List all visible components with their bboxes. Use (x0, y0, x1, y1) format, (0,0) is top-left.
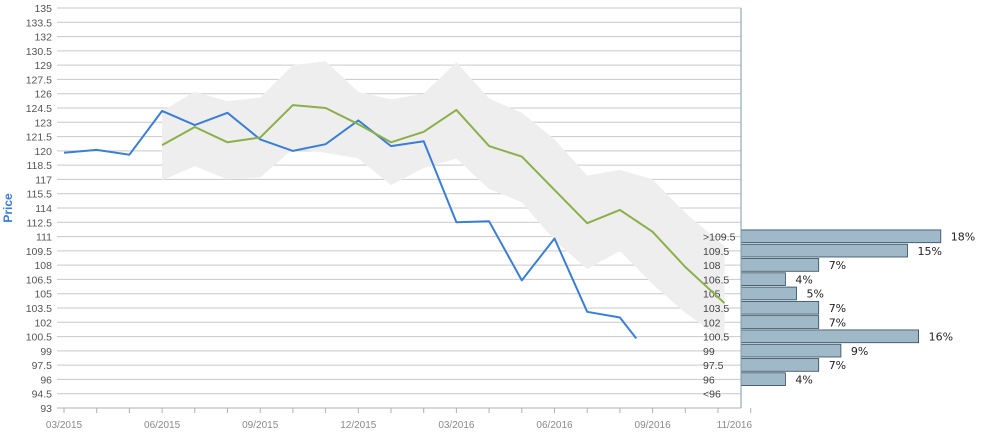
distribution-bucket-label: 105 (703, 289, 721, 301)
x-tick-label: 09/2016 (635, 420, 672, 431)
y-tick-label: 103.5 (26, 303, 52, 315)
distribution-percent-label: 5% (807, 288, 824, 301)
y-tick-label: 117 (35, 174, 52, 186)
distribution-percent-label: 16% (929, 331, 953, 344)
distribution-bar (740, 243, 908, 258)
y-tick-label: 135 (34, 3, 52, 15)
x-tick-label: 03/2015 (46, 420, 83, 431)
y-tick-label: 93 (40, 403, 52, 415)
y-tick-label: 124.5 (26, 103, 52, 115)
distribution-percent-label: 4% (795, 373, 812, 386)
axis-labels: 135 133.5 132 130.5 129 127.5 126 124.5 123 121.5… (26, 3, 753, 431)
forecast-band (162, 61, 725, 342)
series-lines (63, 104, 726, 340)
y-tick-label: 132 (34, 32, 52, 44)
y-tick-label: 112.5 (27, 217, 53, 229)
distribution-bucket-label: 100.5 (703, 332, 729, 344)
y-tick-label: 109.5 (26, 246, 52, 258)
distribution-bar (740, 258, 820, 272)
y-tick-label: 129 (34, 60, 52, 72)
y-tick-label: 114 (35, 203, 52, 215)
distribution-percent-label: 9% (851, 345, 868, 358)
distribution-percent-label: 4% (795, 273, 812, 286)
distribution-bucket-label: >109.5 (703, 232, 736, 244)
distribution-bar (740, 300, 820, 315)
distribution-bucket-label: 99 (703, 346, 715, 358)
distribution-bucket-label: 97.5 (703, 360, 724, 372)
x-tick-label: 11/2016 (717, 420, 753, 431)
y-tick-label: 115.5 (27, 189, 53, 201)
y-tick-label: 130.5 (26, 46, 52, 58)
distribution-bucket-label: 103.5 (703, 303, 729, 315)
distribution-percent-label: 7% (829, 316, 846, 329)
y-tick-label: 105 (34, 289, 52, 301)
y-tick-label: 100.5 (26, 332, 52, 344)
y-axis-label: Price (1, 193, 15, 223)
distribution-bar (740, 286, 797, 301)
y-tick-label: 120 (34, 146, 52, 158)
distribution-bar (740, 343, 842, 358)
y-tick-label: 121.5 (26, 132, 52, 144)
series-line-2 (161, 104, 726, 304)
y-tick-label: 94.5 (32, 389, 53, 401)
distribution-bar (740, 229, 942, 244)
distribution-percent-label: 15% (918, 245, 942, 258)
distribution-percent-label: 7% (829, 259, 846, 272)
distribution-bucket-label: <96 (703, 389, 721, 401)
y-tick-label: 118.5 (27, 160, 53, 172)
y-tick-label: 96 (40, 374, 52, 386)
distribution-percent-label: 7% (829, 359, 846, 372)
y-tick-label: 127.5 (26, 74, 52, 86)
distribution-bucket-label: 96 (703, 374, 715, 386)
y-tick-label: 99 (40, 346, 52, 358)
distribution-bars: 18% >109.5 15% 109.5 7% 108 4% 106.5 5% 105 7% 103.… (703, 229, 975, 401)
y-tick-label: 133.5 (26, 17, 52, 29)
forecast-band-area (162, 61, 725, 342)
distribution-bucket-label: 109.5 (703, 246, 729, 258)
y-tick-label: 126 (34, 89, 52, 101)
x-tick-label: 06/2015 (144, 420, 181, 431)
y-tick-label: 102 (34, 317, 52, 329)
distribution-bucket-label: 102 (703, 317, 721, 329)
x-tick-label: 03/2016 (438, 420, 475, 431)
distribution-bucket-label: 106.5 (703, 274, 729, 286)
x-tick-label: 09/2015 (242, 420, 279, 431)
axes (57, 8, 752, 413)
x-tick-label: 12/2015 (340, 420, 377, 431)
distribution-bucket-label: 108 (703, 260, 721, 272)
distribution-bar (740, 358, 820, 372)
y-tick-label: 111 (36, 232, 52, 244)
x-tick-label: 06/2016 (536, 420, 573, 431)
distribution-bar (740, 372, 786, 386)
y-tick-label: 123 (34, 117, 52, 129)
series-line-1 (63, 109, 638, 340)
distribution-percent-label: 7% (829, 302, 846, 315)
distribution-bar (740, 315, 820, 329)
distribution-percent-label: 18% (951, 231, 975, 244)
distribution-bar (740, 272, 786, 286)
distribution-bar (740, 329, 920, 344)
y-tick-label: 106.5 (26, 274, 52, 286)
y-tick-label: 108 (34, 260, 52, 272)
y-tick-label: 97.5 (32, 360, 53, 372)
